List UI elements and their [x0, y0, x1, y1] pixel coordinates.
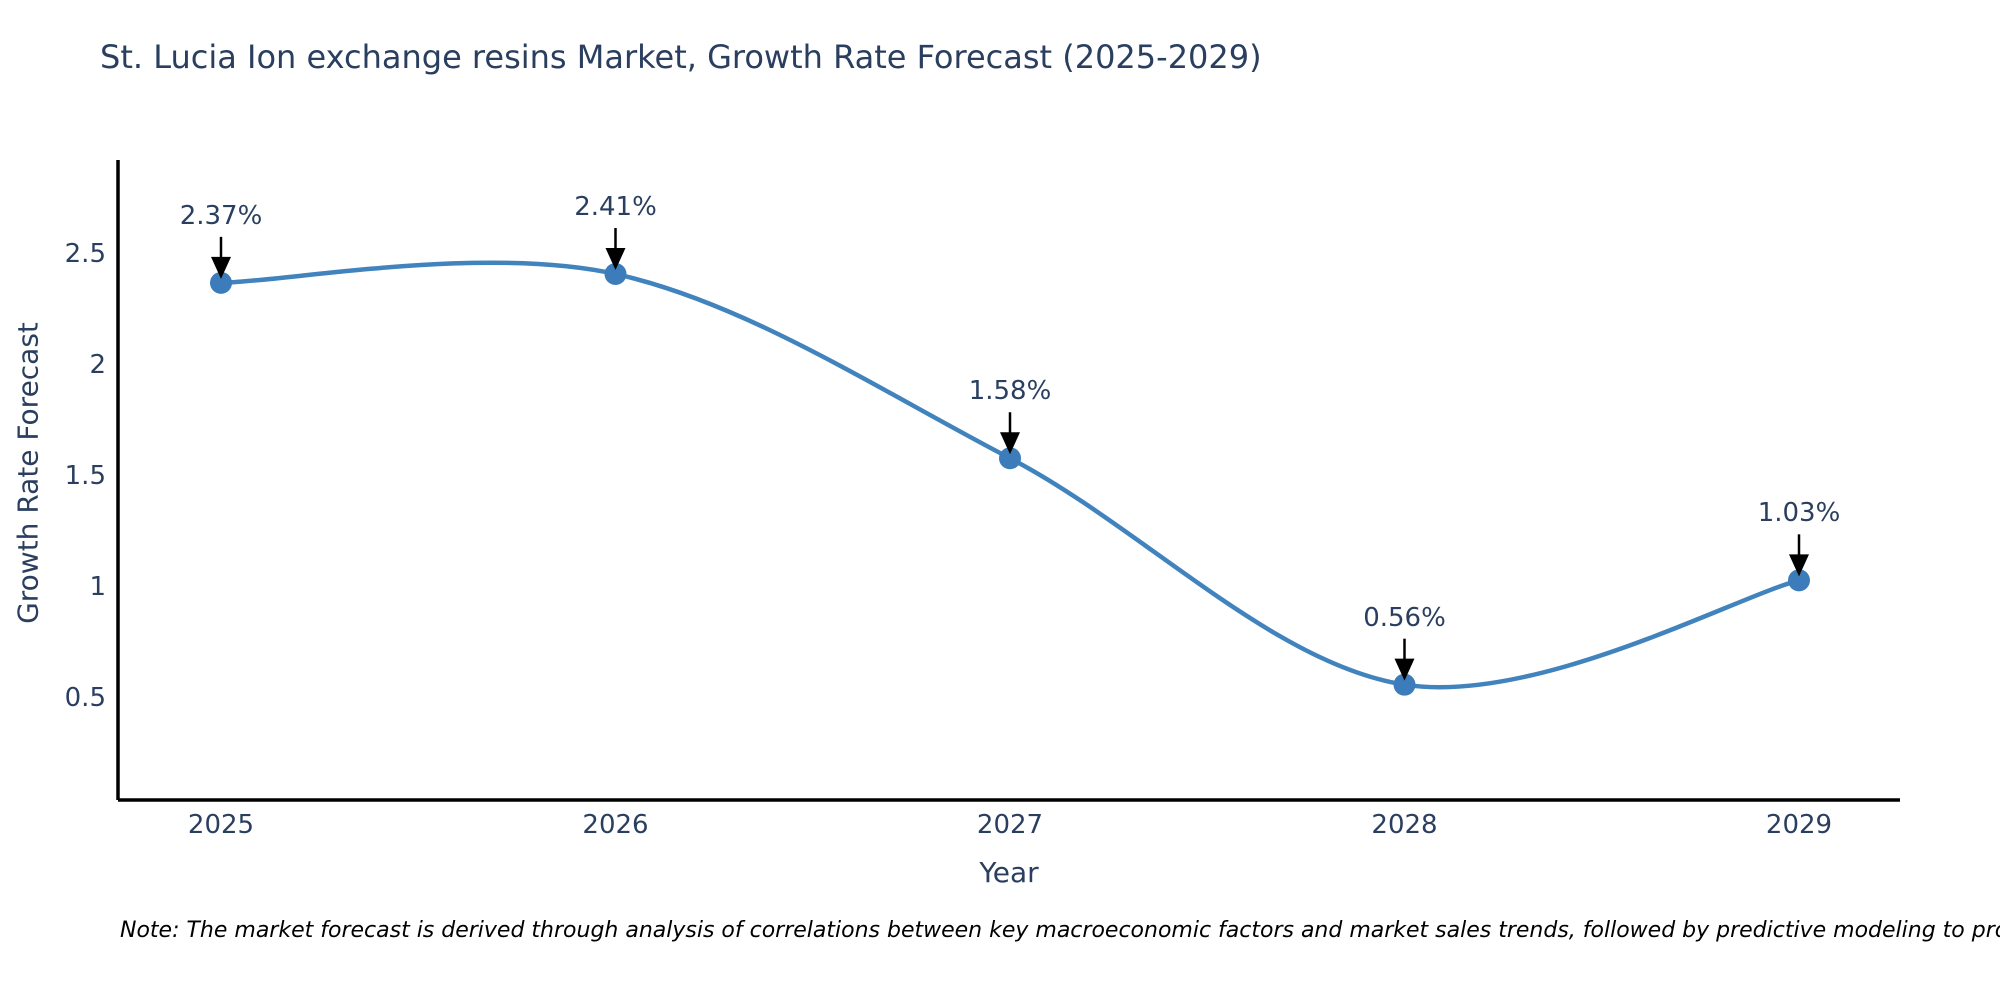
y-tick-label: 2	[89, 350, 106, 380]
x-tick-label: 2027	[976, 810, 1044, 840]
data-point-marker-2026[interactable]	[604, 262, 627, 285]
x-tick-label: 2028	[1371, 810, 1438, 840]
data-point-marker-2025[interactable]	[210, 271, 232, 294]
point-value-label: 0.56%	[1363, 602, 1446, 633]
point-value-label: 2.41%	[574, 191, 657, 222]
y-tick-label: 2.5	[64, 239, 106, 269]
x-axis-title: Year	[979, 856, 1039, 889]
data-point-marker-2028[interactable]	[1393, 673, 1416, 696]
y-tick-label: 1	[89, 572, 106, 602]
point-value-label: 1.58%	[968, 376, 1052, 407]
x-tick-label: 2029	[1765, 810, 1833, 840]
point-value-label: 2.37%	[179, 200, 263, 231]
data-point-marker-2029[interactable]	[1788, 569, 1810, 592]
chart-title: St. Lucia Ion exchange resins Market, Gr…	[100, 38, 1262, 76]
data-point-marker-2027[interactable]	[999, 447, 1021, 470]
point-value-label: 1.03%	[1757, 498, 1841, 529]
x-tick-label: 2026	[582, 810, 649, 840]
annotation-arrowhead	[211, 256, 231, 279]
annotation-arrowhead	[605, 247, 626, 270]
y-tick-label: 1.5	[64, 461, 106, 491]
annotation-arrowhead	[1394, 658, 1415, 681]
y-tick-label: 0.5	[64, 683, 106, 713]
footnote: Note: The market forecast is derived thr…	[120, 918, 2000, 943]
annotation-arrowhead	[1000, 432, 1020, 455]
forecast-line	[218, 260, 1802, 690]
annotation-arrowhead	[1789, 554, 1809, 577]
x-tick-label: 2025	[187, 810, 255, 840]
